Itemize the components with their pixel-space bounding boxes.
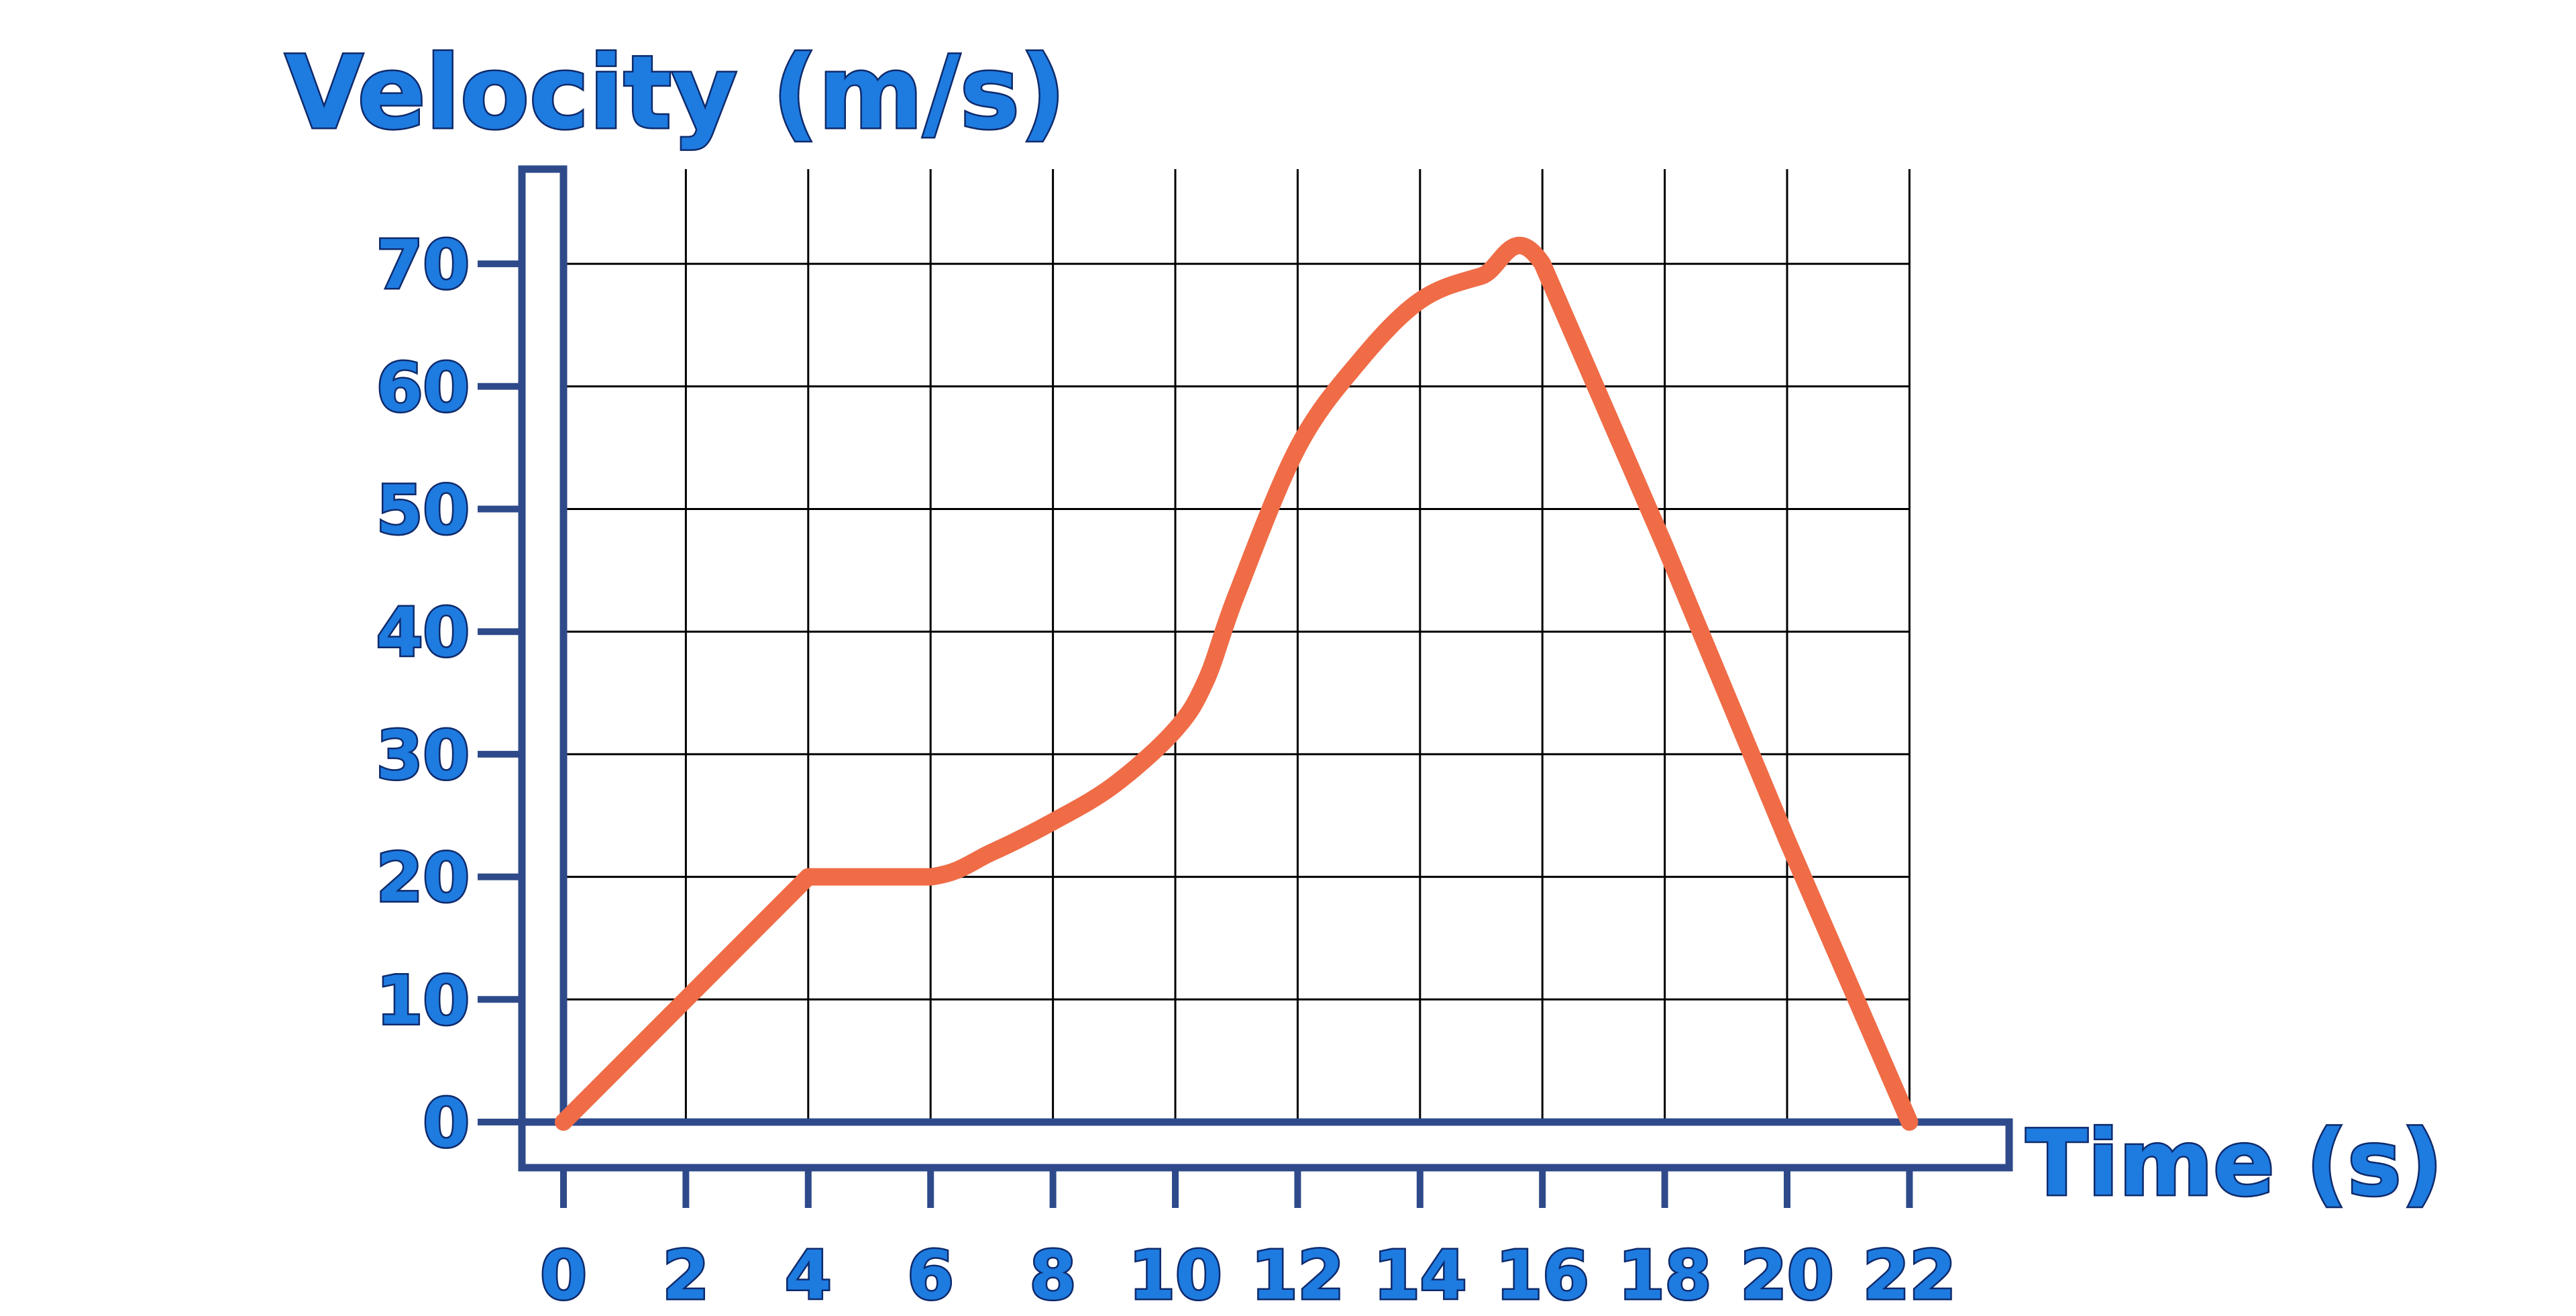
x-tick-label: 20 xyxy=(1740,1236,1833,1315)
y-tick-label: 10 xyxy=(376,961,470,1040)
velocity-series-line xyxy=(555,236,1919,1131)
y-tick-label: 20 xyxy=(376,839,470,917)
x-tick-label: 4 xyxy=(785,1236,832,1315)
y-axis-bar xyxy=(518,165,568,1172)
x-tick-label: 6 xyxy=(907,1236,954,1315)
x-tick-label: 14 xyxy=(1373,1236,1466,1315)
x-tick-label: 10 xyxy=(1128,1236,1222,1315)
y-tick-label: 70 xyxy=(376,225,470,304)
axes xyxy=(518,165,2013,1172)
y-tick-label: 30 xyxy=(376,716,470,795)
x-tick-label: 8 xyxy=(1030,1236,1077,1315)
series-layer xyxy=(555,236,1919,1131)
labels: Velocity (m/s) Time (s) xyxy=(284,34,2445,1218)
x-tick-label: 18 xyxy=(1618,1236,1711,1315)
x-tick-label: 0 xyxy=(540,1236,587,1315)
axis-corner xyxy=(526,1126,559,1164)
x-tick-label: 22 xyxy=(1863,1236,1956,1315)
x-tick-label: 2 xyxy=(663,1236,710,1315)
y-tick-label: 40 xyxy=(376,593,470,672)
grid xyxy=(564,169,1911,1122)
x-axis-bar xyxy=(518,1118,2013,1172)
x-axis-title: Time (s) xyxy=(2026,1111,2443,1216)
x-tick-label: 16 xyxy=(1496,1236,1589,1315)
y-tick-label: 50 xyxy=(376,471,470,550)
y-axis-title: Velocity (m/s) xyxy=(285,35,1066,152)
y-tick-label: 0 xyxy=(423,1084,470,1162)
x-tick-label: 12 xyxy=(1251,1236,1344,1315)
y-tick-label: 60 xyxy=(376,348,470,427)
